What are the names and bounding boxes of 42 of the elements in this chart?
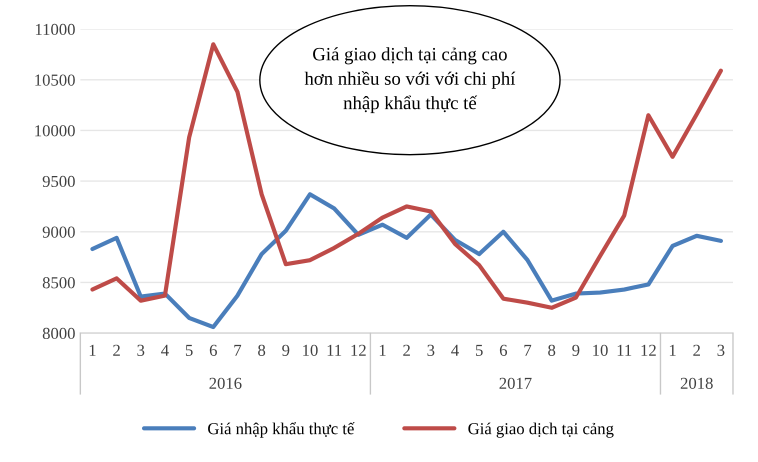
x-tick-label: 1 — [90, 344, 96, 356]
x-tick-label: 11 — [618, 344, 632, 356]
x-tick-label: 5 — [186, 344, 193, 356]
x-tick-label: 4 — [161, 344, 169, 356]
x-tick-label: 8 — [548, 344, 556, 356]
text: 2018 — [680, 378, 713, 389]
x-tick-label: 11 — [328, 344, 342, 356]
x-tick-label: 2 — [113, 344, 120, 356]
x-tick-label: 5 — [476, 344, 483, 356]
legend-label: Giá giao dịch tại cảng — [468, 422, 614, 438]
x-tick-label: 6 — [500, 344, 508, 356]
x-tick-label: 3 — [427, 344, 434, 356]
x-tick-label: 7 — [234, 344, 242, 356]
y-tick-label: 8000 — [42, 328, 75, 340]
legend-label: Giá nhập khẩu thực tế — [208, 422, 355, 438]
text: 2017 — [500, 378, 532, 389]
x-tick-label: 1 — [670, 344, 676, 356]
y-tick-label: 9500 — [42, 176, 75, 188]
x-tick-label: 12 — [351, 344, 366, 356]
y-tick-label: 9000 — [42, 226, 75, 238]
x-tick-label: 10 — [303, 344, 318, 356]
x-tick-label: 3 — [718, 344, 724, 356]
y-tick-label: 11000 — [36, 24, 75, 36]
x-tick-label: 3 — [137, 344, 144, 356]
x-tick-label: 9 — [572, 344, 580, 356]
x-tick-label: 7 — [524, 344, 532, 356]
x-tick-label: 10 — [593, 344, 608, 356]
text: 2016 — [209, 378, 242, 389]
y-tick-label: 10000 — [35, 125, 75, 136]
x-tick-label: 8 — [258, 344, 266, 356]
line-series — [90, 192, 723, 330]
x-tick-label: 1 — [380, 344, 386, 356]
annotation: Giá giao dịch tại cảng cao hơn nhiều so với với chi phí nhập khẩu thực tế — [304, 47, 516, 114]
y-tick-label: 8500 — [42, 277, 75, 288]
x-tick-label: 9 — [282, 344, 290, 356]
x-tick-label: 12 — [642, 344, 656, 356]
x-tick-label: 2 — [403, 344, 410, 356]
y-tick-label: 10500 — [35, 74, 75, 86]
line-series — [90, 42, 723, 310]
x-tick-label: 6 — [210, 344, 217, 356]
x-tick-label: 2 — [693, 344, 700, 356]
x-tick-label: 4 — [451, 344, 459, 356]
